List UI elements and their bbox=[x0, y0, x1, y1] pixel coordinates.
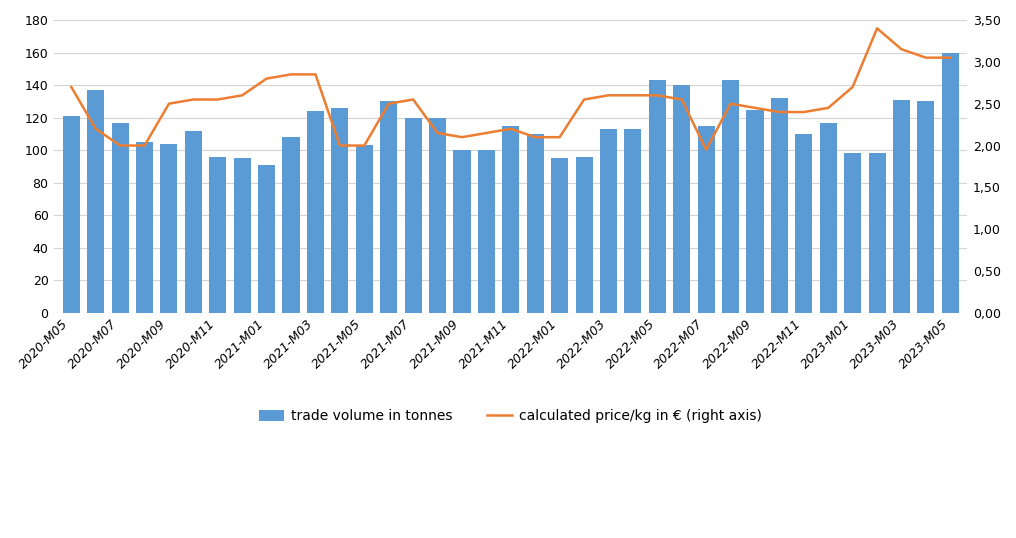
Bar bbox=[234, 158, 251, 313]
calculated price/kg in € (right axis) bbox=[627, 92, 639, 98]
Bar bbox=[478, 150, 495, 313]
calculated price/kg in € (right axis) bbox=[187, 96, 199, 103]
calculated price/kg in € (right axis) bbox=[651, 92, 663, 98]
calculated price/kg in € (right axis) bbox=[114, 143, 126, 149]
Bar bbox=[258, 165, 275, 313]
calculated price/kg in € (right axis) bbox=[822, 105, 834, 111]
calculated price/kg in € (right axis) bbox=[749, 105, 761, 111]
Bar bbox=[380, 101, 397, 313]
Bar bbox=[453, 150, 470, 313]
Bar bbox=[942, 53, 959, 313]
calculated price/kg in € (right axis) bbox=[456, 134, 468, 140]
Bar bbox=[722, 80, 739, 313]
Bar bbox=[282, 137, 300, 313]
Bar bbox=[599, 129, 617, 313]
calculated price/kg in € (right axis) bbox=[432, 130, 444, 136]
Bar bbox=[307, 111, 324, 313]
Bar bbox=[63, 116, 80, 313]
calculated price/kg in € (right axis) bbox=[260, 75, 272, 82]
Line: calculated price/kg in € (right axis): calculated price/kg in € (right axis) bbox=[71, 29, 950, 150]
calculated price/kg in € (right axis) bbox=[505, 125, 517, 132]
Bar bbox=[356, 145, 373, 313]
Legend: trade volume in tonnes, calculated price/kg in € (right axis): trade volume in tonnes, calculated price… bbox=[254, 404, 768, 429]
Bar bbox=[674, 85, 690, 313]
Bar bbox=[820, 123, 837, 313]
Bar bbox=[771, 98, 788, 313]
Bar bbox=[185, 131, 202, 313]
calculated price/kg in € (right axis) bbox=[89, 125, 102, 132]
calculated price/kg in € (right axis) bbox=[481, 130, 493, 136]
calculated price/kg in € (right axis) bbox=[554, 134, 566, 140]
Bar bbox=[698, 126, 714, 313]
calculated price/kg in € (right axis) bbox=[211, 96, 224, 103]
Bar bbox=[87, 90, 105, 313]
Bar bbox=[526, 134, 544, 313]
calculated price/kg in € (right axis) bbox=[407, 96, 420, 103]
calculated price/kg in € (right axis) bbox=[944, 54, 956, 61]
Bar bbox=[112, 123, 129, 313]
calculated price/kg in € (right axis) bbox=[138, 143, 150, 149]
calculated price/kg in € (right axis) bbox=[846, 84, 859, 90]
Bar bbox=[502, 126, 519, 313]
Bar bbox=[429, 118, 446, 313]
Bar bbox=[844, 153, 862, 313]
Bar bbox=[551, 158, 568, 313]
Bar bbox=[575, 157, 592, 313]
Bar bbox=[747, 110, 764, 313]
calculated price/kg in € (right axis) bbox=[676, 96, 688, 103]
calculated price/kg in € (right axis) bbox=[895, 46, 907, 53]
calculated price/kg in € (right axis) bbox=[65, 84, 77, 90]
Bar bbox=[649, 80, 665, 313]
Bar bbox=[893, 100, 910, 313]
Bar bbox=[869, 153, 886, 313]
calculated price/kg in € (right axis) bbox=[602, 92, 615, 98]
Bar bbox=[331, 108, 348, 313]
Bar bbox=[136, 142, 153, 313]
calculated price/kg in € (right axis) bbox=[236, 92, 248, 98]
calculated price/kg in € (right axis) bbox=[724, 101, 737, 107]
calculated price/kg in € (right axis) bbox=[773, 109, 785, 115]
calculated price/kg in € (right axis) bbox=[578, 96, 590, 103]
Bar bbox=[625, 129, 641, 313]
Bar bbox=[796, 134, 813, 313]
calculated price/kg in € (right axis) bbox=[383, 101, 395, 107]
calculated price/kg in € (right axis) bbox=[309, 71, 321, 77]
Bar bbox=[161, 144, 178, 313]
Bar bbox=[404, 118, 422, 313]
calculated price/kg in € (right axis) bbox=[163, 101, 175, 107]
calculated price/kg in € (right axis) bbox=[334, 143, 346, 149]
calculated price/kg in € (right axis) bbox=[871, 25, 883, 32]
calculated price/kg in € (right axis) bbox=[529, 134, 542, 140]
calculated price/kg in € (right axis) bbox=[919, 54, 932, 61]
calculated price/kg in € (right axis) bbox=[798, 109, 810, 115]
Bar bbox=[209, 157, 227, 313]
calculated price/kg in € (right axis) bbox=[359, 143, 371, 149]
calculated price/kg in € (right axis) bbox=[700, 146, 712, 153]
Bar bbox=[917, 101, 935, 313]
calculated price/kg in € (right axis) bbox=[284, 71, 297, 77]
